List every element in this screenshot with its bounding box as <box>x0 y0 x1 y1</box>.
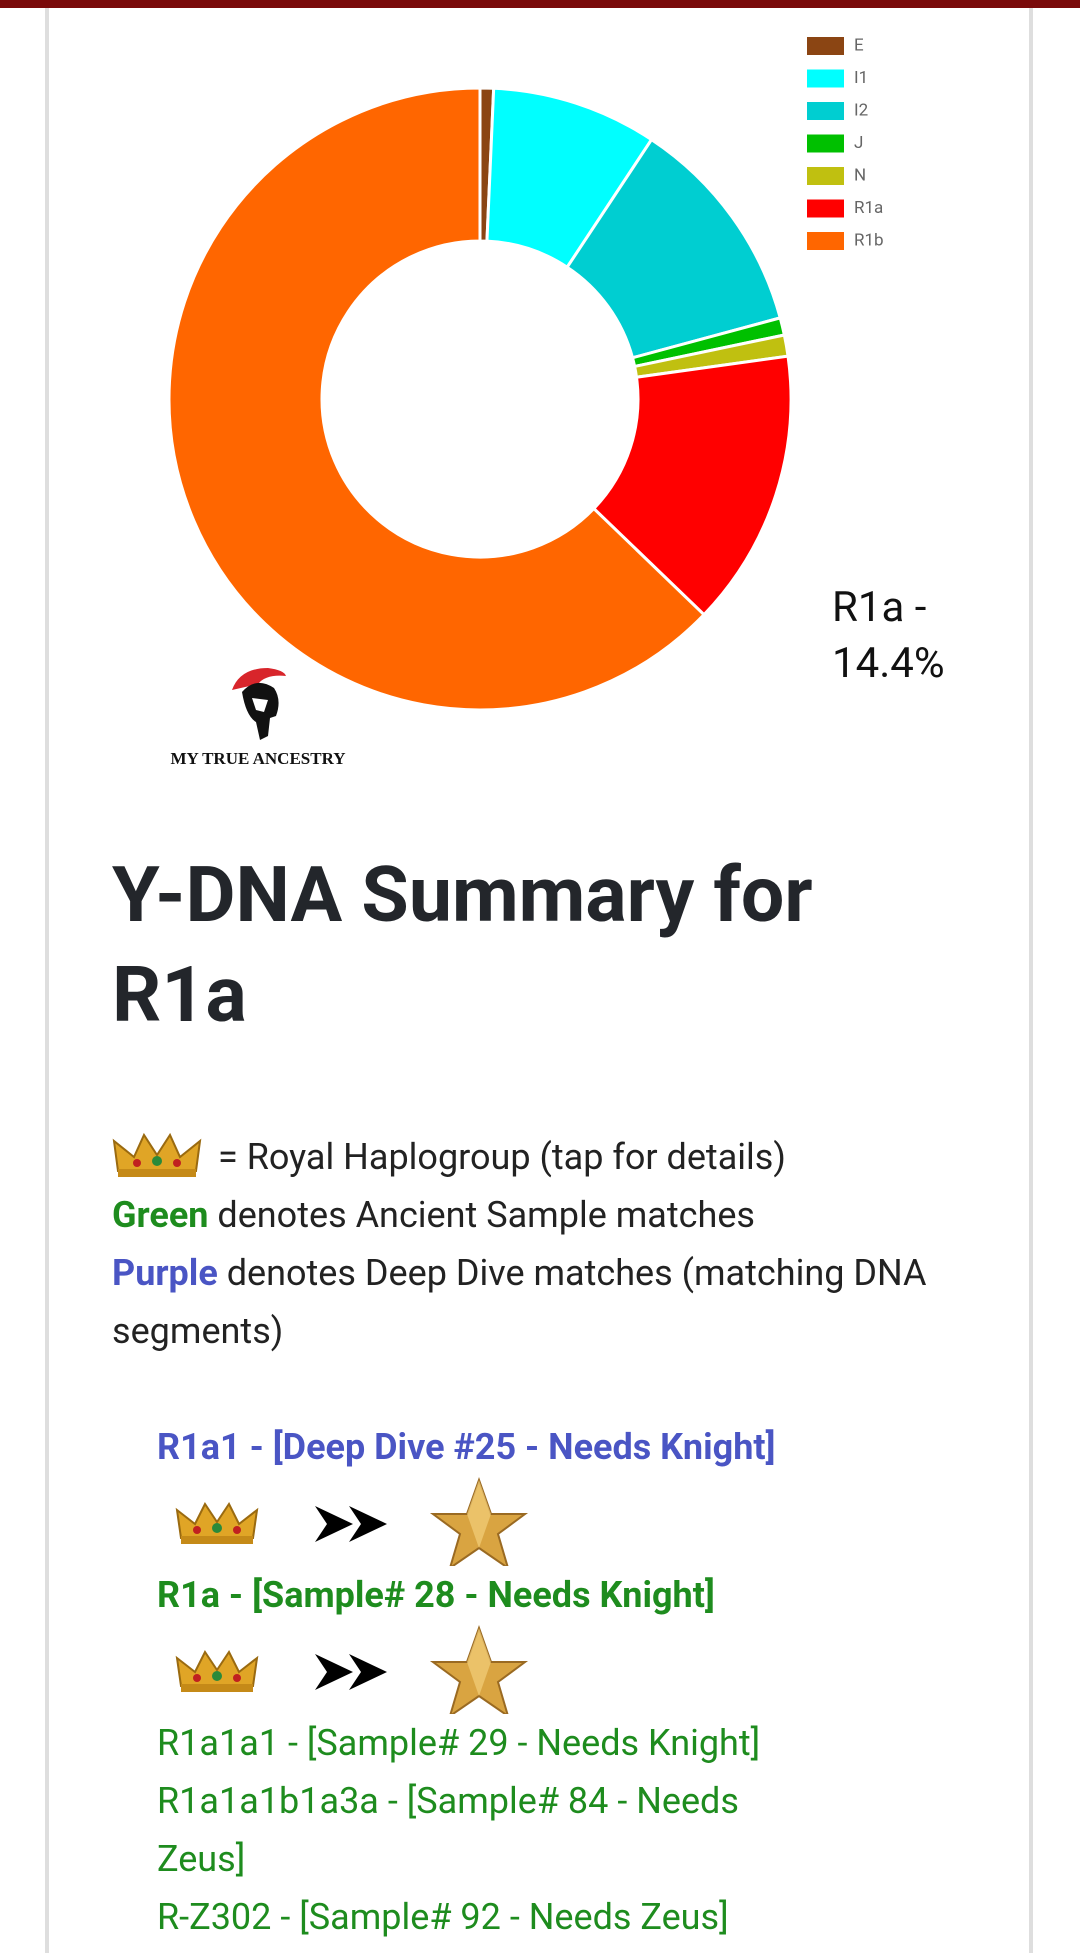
crown-icon <box>175 1502 259 1544</box>
purple-word: Purple <box>112 1252 218 1294</box>
page-border <box>45 8 49 1953</box>
legend-label: E <box>854 35 864 55</box>
arrow-icon <box>315 1654 387 1690</box>
star-icon <box>429 1624 529 1719</box>
logo-text: MY TRUE ANCESTRY <box>170 749 345 768</box>
page-border <box>1029 8 1033 1953</box>
star-icon <box>429 1476 529 1571</box>
crown-icon <box>175 1650 259 1692</box>
legend-label: I2 <box>854 100 868 120</box>
crown-icon <box>112 1132 202 1177</box>
legend-swatch <box>807 199 844 218</box>
heading: Y-DNA Summary for R1a <box>112 850 813 1040</box>
legend-swatch <box>807 167 844 185</box>
arrow-icon <box>315 1506 387 1542</box>
legend-label: R1a <box>854 198 883 218</box>
legend-swatch <box>807 37 844 55</box>
icon-row <box>175 1624 529 1719</box>
green-text: denotes Ancient Sample matches <box>217 1194 755 1236</box>
intro: = Royal Haplogroup (tap for details) Gre… <box>112 1128 942 1360</box>
royal-text: = Royal Haplogroup (tap for details) <box>218 1136 786 1178</box>
haplogroup-list: R1a1 - [Deep Dive #25 - Needs Knight] R1a… <box>157 1418 817 1946</box>
legend-swatch <box>807 69 844 88</box>
green-word: Green <box>112 1194 209 1236</box>
haplogroup-link[interactable]: R-Z302 - [Sample# 92 - Needs Zeus] <box>157 1896 729 1938</box>
legend-label: R1b <box>854 230 884 250</box>
icon-row <box>175 1476 529 1571</box>
legend-swatch <box>807 232 844 250</box>
top-bar <box>0 0 1080 8</box>
callout: R1a -14.4% <box>832 583 945 688</box>
logo: MY TRUE ANCESTRY <box>170 668 346 768</box>
chart: R1a -14.4% MY TRUE ANCESTRY E I1 I2 JN R1a R1… <box>167 35 945 768</box>
haplogroup-link[interactable]: R1a1a1 - [Sample# 29 - Needs Knight] <box>157 1722 761 1764</box>
haplogroup-link[interactable]: R1a1a1b1a3a - [Sample# 84 - Needs Zeus] <box>157 1780 739 1880</box>
green-line: Green denotes Ancient Sample matches <box>112 1186 942 1244</box>
legend-swatch <box>807 134 844 153</box>
royal-line: = Royal Haplogroup (tap for details) <box>112 1128 942 1186</box>
purple-line: Purple denotes Deep Dive matches (matchi… <box>112 1244 942 1360</box>
legend-label: J <box>854 133 863 153</box>
donut-slice <box>591 354 793 617</box>
purple-text: denotes Deep Dive matches (matching DNA … <box>112 1252 927 1352</box>
haplogroup-link[interactable]: R1a1 - [Deep Dive #25 - Needs Knight] <box>157 1426 776 1468</box>
icon-row <box>157 1476 817 1571</box>
legend-label: I1 <box>854 68 868 88</box>
legend-label: N <box>854 165 866 185</box>
donut-slice <box>167 86 707 712</box>
donut-slice <box>565 137 783 360</box>
haplogroup-link[interactable]: R1a - [Sample# 28 - Needs Knight] <box>157 1574 715 1616</box>
legend-swatch <box>807 102 844 120</box>
icon-row <box>157 1624 817 1719</box>
